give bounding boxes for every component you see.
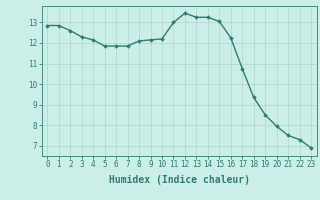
- X-axis label: Humidex (Indice chaleur): Humidex (Indice chaleur): [109, 175, 250, 185]
